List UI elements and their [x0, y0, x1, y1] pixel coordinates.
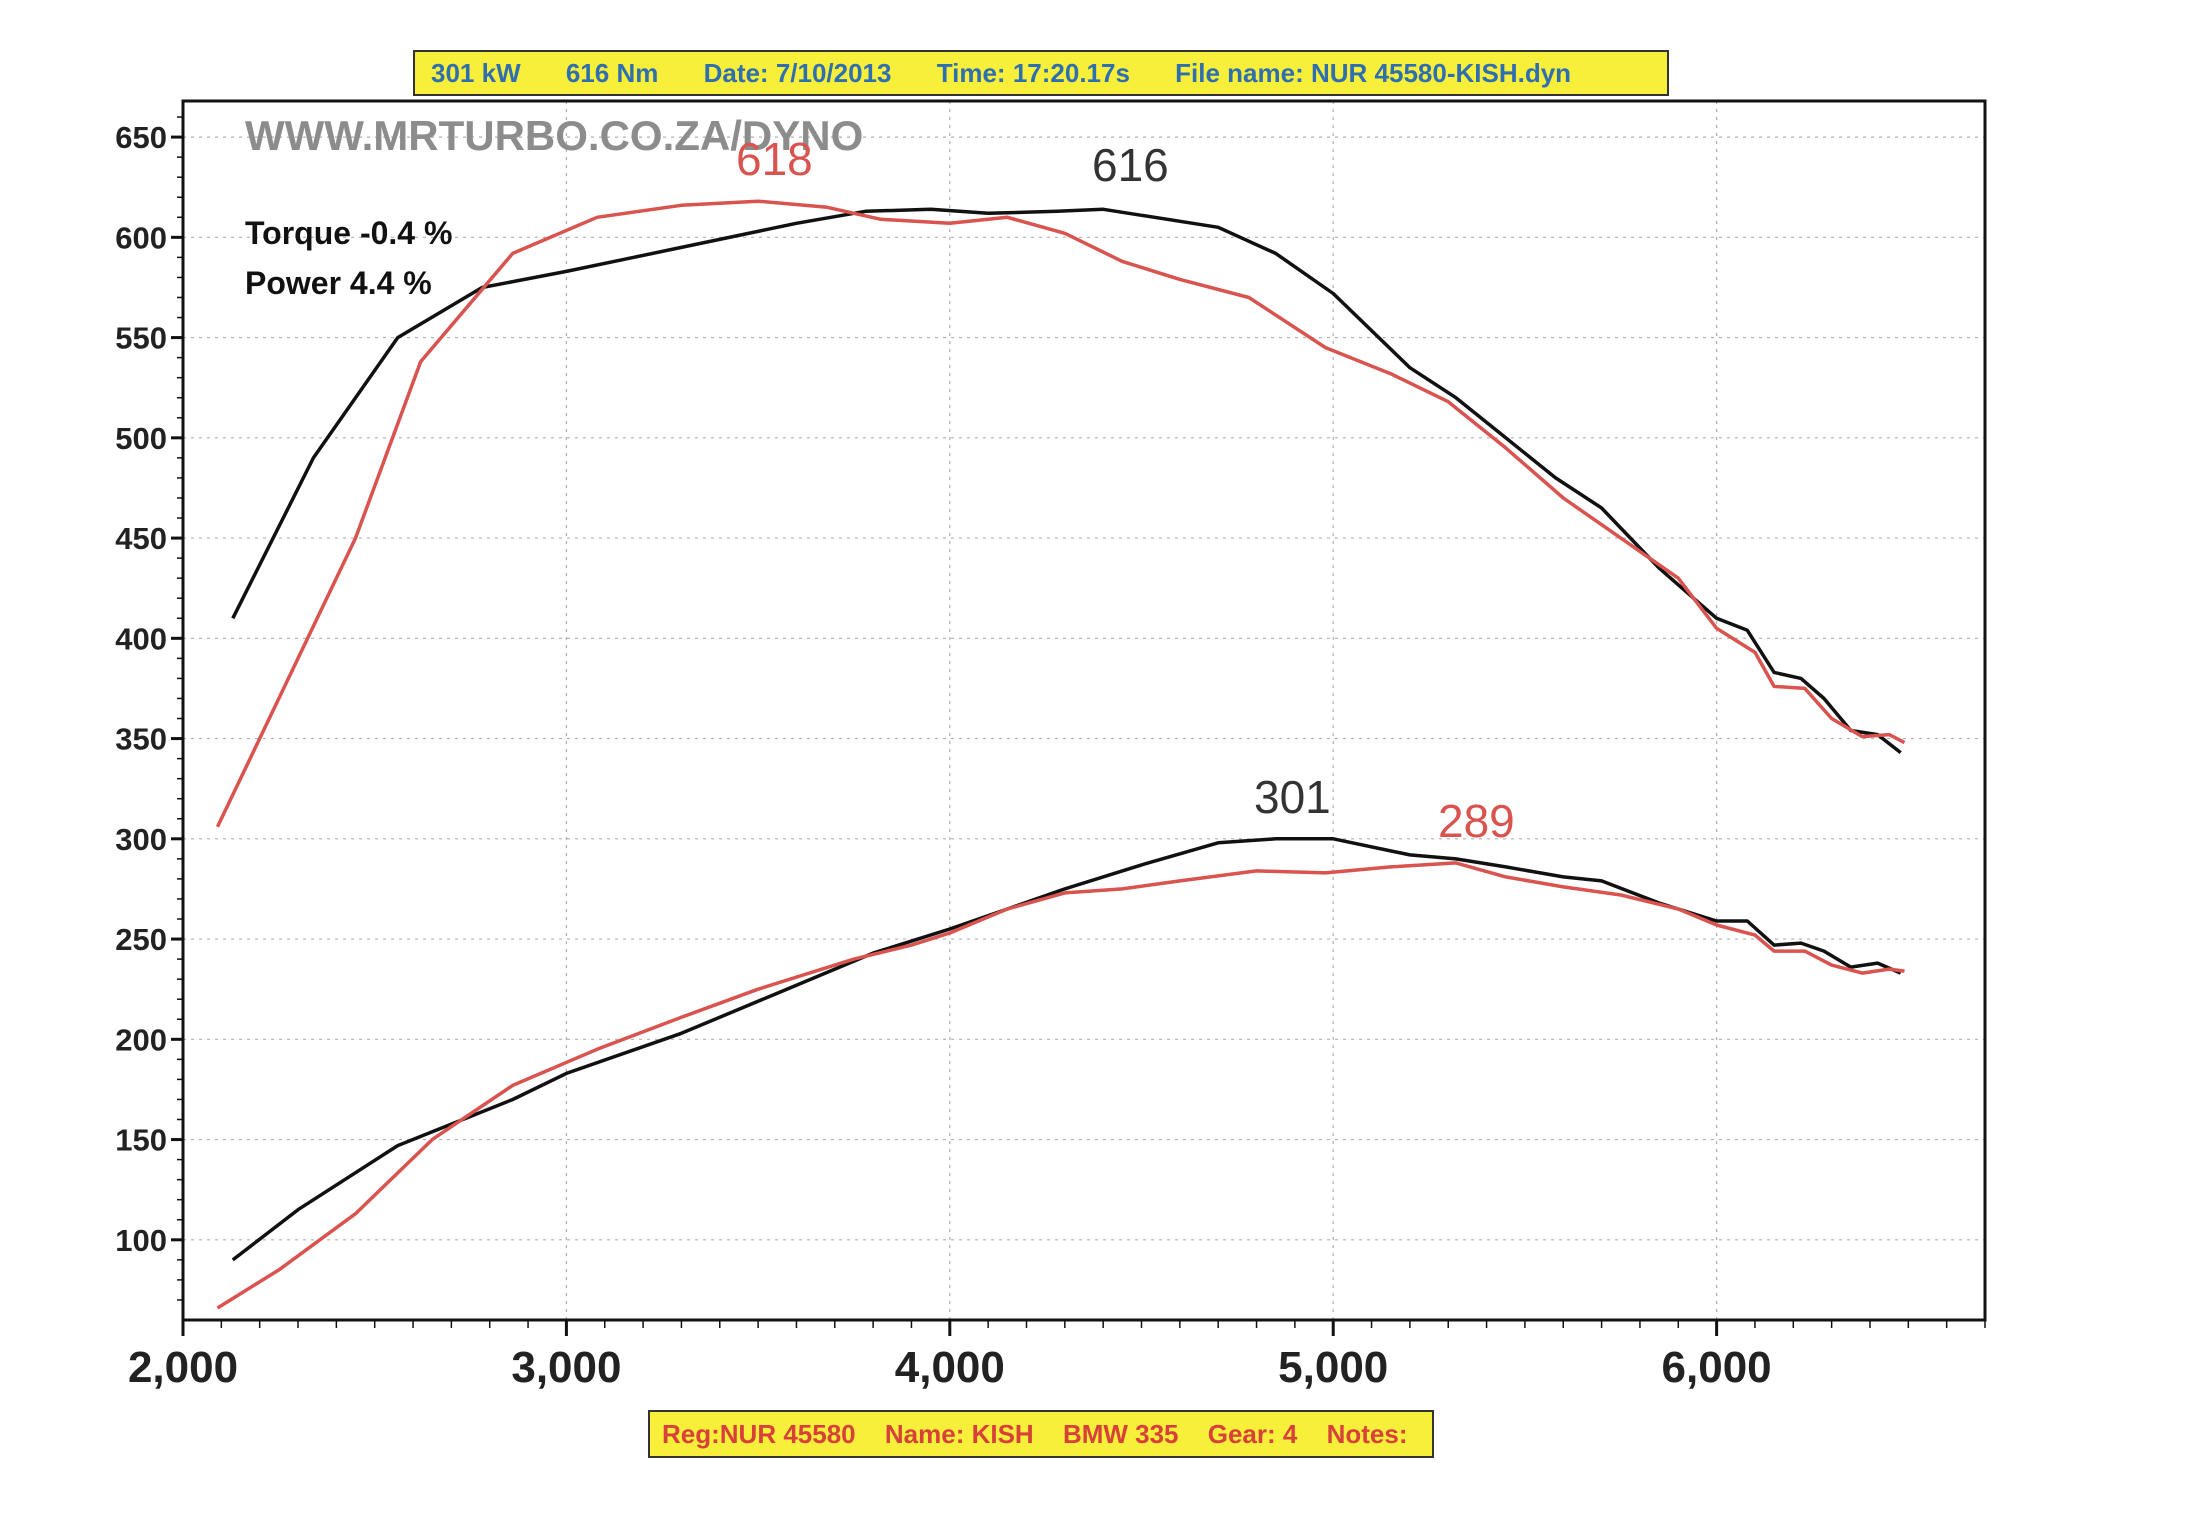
- header-banner: 301 kW 616 Nm Date: 7/10/2013 Time: 17:2…: [413, 50, 1669, 96]
- y-tick-label: 350: [115, 722, 167, 757]
- notes: Notes:: [1326, 1419, 1408, 1449]
- y-tick-label: 300: [115, 822, 167, 857]
- watermark-text: WWW.MRTURBO.CO.ZA/DYNO: [245, 112, 863, 159]
- series-line-1: [215, 199, 1906, 828]
- x-tick-label: 5,000: [1278, 1343, 1388, 1392]
- y-tick-label: 200: [115, 1022, 167, 1057]
- run-time: Time: 17:20.17s: [936, 58, 1130, 88]
- customer-name: Name: KISH: [884, 1419, 1034, 1449]
- series-line-0: [231, 207, 1902, 754]
- x-tick-label: 3,000: [511, 1343, 621, 1392]
- plot-frame: [181, 99, 1987, 1322]
- y-tick-label: 450: [115, 521, 167, 556]
- x-tick-label: 6,000: [1662, 1343, 1772, 1392]
- x-tick-label: 2,000: [128, 1343, 238, 1392]
- power-diff-label: Power 4.4 %: [245, 265, 432, 301]
- y-tick-label: 500: [115, 421, 167, 456]
- y-tick-label: 650: [115, 120, 167, 155]
- y-tick-label: 400: [115, 621, 167, 656]
- series-layer: [215, 199, 1906, 1310]
- car-model: BMW 335: [1062, 1419, 1179, 1449]
- axis-layer: 100 150 200 250 300 350 400 450 500 550 600 650 2,00…: [115, 116, 1986, 1392]
- x-tick-label: 4,000: [895, 1343, 1005, 1392]
- y-tick-label: 250: [115, 922, 167, 957]
- grid-layer: [183, 101, 1985, 1320]
- peak-power-red-label: 289: [1438, 795, 1515, 847]
- registration: Reg:NUR 45580: [662, 1419, 856, 1449]
- y-tick-label: 600: [115, 220, 167, 255]
- torque-diff-label: Torque -0.4 %: [245, 215, 452, 251]
- peak-torque-black-label: 616: [1092, 139, 1169, 191]
- y-tick-label: 150: [115, 1123, 167, 1158]
- footer-banner: Reg:NUR 45580 Name: KISH BMW 335 Gear: 4…: [648, 1410, 1434, 1458]
- peak-power-black-label: 301: [1254, 771, 1331, 823]
- peak-torque-red-label: 618: [736, 133, 813, 185]
- run-date: Date: 7/10/2013: [703, 58, 892, 88]
- y-tick-label: 100: [115, 1223, 167, 1258]
- peak-torque-value: 616 Nm: [565, 58, 659, 88]
- series-line-2: [231, 837, 1902, 1262]
- peak-power-value: 301 kW: [431, 58, 521, 88]
- series-line-3: [216, 861, 1905, 1310]
- y-tick-label: 550: [115, 321, 167, 356]
- gear: Gear: 4: [1207, 1419, 1298, 1449]
- file-name: File name: NUR 45580-KISH.dyn: [1175, 58, 1572, 88]
